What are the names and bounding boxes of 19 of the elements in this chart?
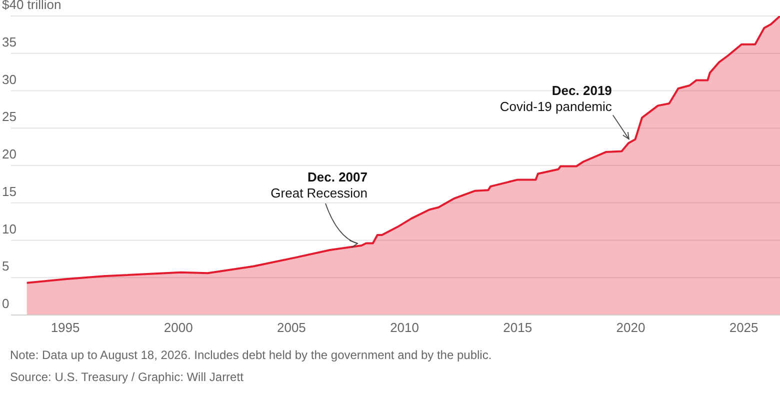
x-tick-label: 2025 — [729, 320, 758, 336]
y-tick-label: 30 — [2, 72, 16, 87]
source-note: Source: U.S. Treasury / Graphic: Will Jarrett — [10, 370, 244, 384]
y-tick-label: 25 — [2, 109, 16, 124]
y-tick-label: 5 — [2, 258, 10, 274]
x-tick-label: 2015 — [503, 320, 532, 336]
text: Note: Data up to August 18, 2026. Includes debt held by the government and by the public. — [10, 348, 492, 362]
y-tick-label: 20 — [2, 146, 16, 162]
annotation: Dec. 2019 Covid-19 pandemic — [500, 83, 612, 114]
y-tick-label: 35 — [2, 34, 16, 50]
x-tick-label: 2000 — [164, 320, 193, 336]
x-tick-label: 2010 — [390, 320, 420, 336]
annotation: Dec. 2007 Great Recession — [270, 169, 368, 200]
y-tick-label: 10 — [2, 221, 16, 236]
x-tick-label: 1995 — [50, 320, 80, 336]
x-tick-label: 2005 — [277, 320, 306, 336]
x-tick-label: 2020 — [616, 320, 646, 336]
y-tick-label: 0 — [2, 296, 10, 311]
y-tick-label: 15 — [2, 184, 16, 199]
